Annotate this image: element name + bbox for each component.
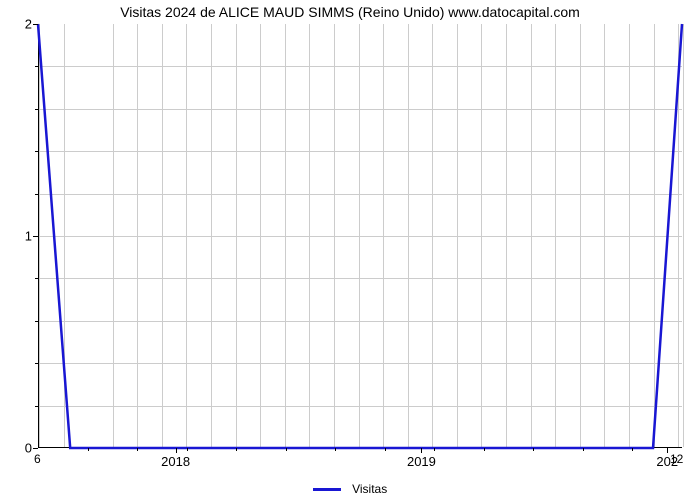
x-minor-mark xyxy=(236,448,237,451)
y-tick-label: 2 xyxy=(4,17,32,32)
x-minor-mark xyxy=(434,448,435,451)
data-line xyxy=(38,24,682,448)
y-minor-mark xyxy=(35,406,38,407)
y-tick-label: 0 xyxy=(4,441,32,456)
y-tick-label: 1 xyxy=(4,229,32,244)
y-minor-mark xyxy=(35,109,38,110)
x-minor-mark xyxy=(88,448,89,451)
x-minor-mark xyxy=(187,448,188,451)
y-tick-mark xyxy=(33,236,38,237)
x-tick-mark xyxy=(421,448,422,453)
x-origin-label: 6 xyxy=(34,452,41,466)
x-minor-mark xyxy=(632,448,633,451)
legend-label: Visitas xyxy=(352,482,387,496)
y-minor-mark xyxy=(35,151,38,152)
x-minor-mark xyxy=(335,448,336,451)
chart-container: Visitas 2024 de ALICE MAUD SIMMS (Reino … xyxy=(0,0,700,500)
y-tick-mark xyxy=(33,448,38,449)
legend-swatch xyxy=(313,488,341,491)
grid-vertical xyxy=(683,24,684,447)
x-minor-mark xyxy=(533,448,534,451)
x-minor-mark xyxy=(137,448,138,451)
legend: Visitas xyxy=(0,482,700,496)
x-tick-mark xyxy=(176,448,177,453)
x-minor-mark xyxy=(286,448,287,451)
y-minor-mark xyxy=(35,363,38,364)
x-tick-label: 2019 xyxy=(407,454,436,469)
y-minor-mark xyxy=(35,321,38,322)
x-tick-label: 202 xyxy=(656,454,678,469)
y-minor-mark xyxy=(35,278,38,279)
chart-title: Visitas 2024 de ALICE MAUD SIMMS (Reino … xyxy=(0,4,700,20)
x-minor-mark xyxy=(583,448,584,451)
x-tick-mark xyxy=(667,448,668,453)
x-tick-label: 2018 xyxy=(161,454,190,469)
x-minor-mark xyxy=(385,448,386,451)
y-minor-mark xyxy=(35,194,38,195)
x-minor-mark xyxy=(484,448,485,451)
y-minor-mark xyxy=(35,66,38,67)
y-tick-mark xyxy=(33,24,38,25)
